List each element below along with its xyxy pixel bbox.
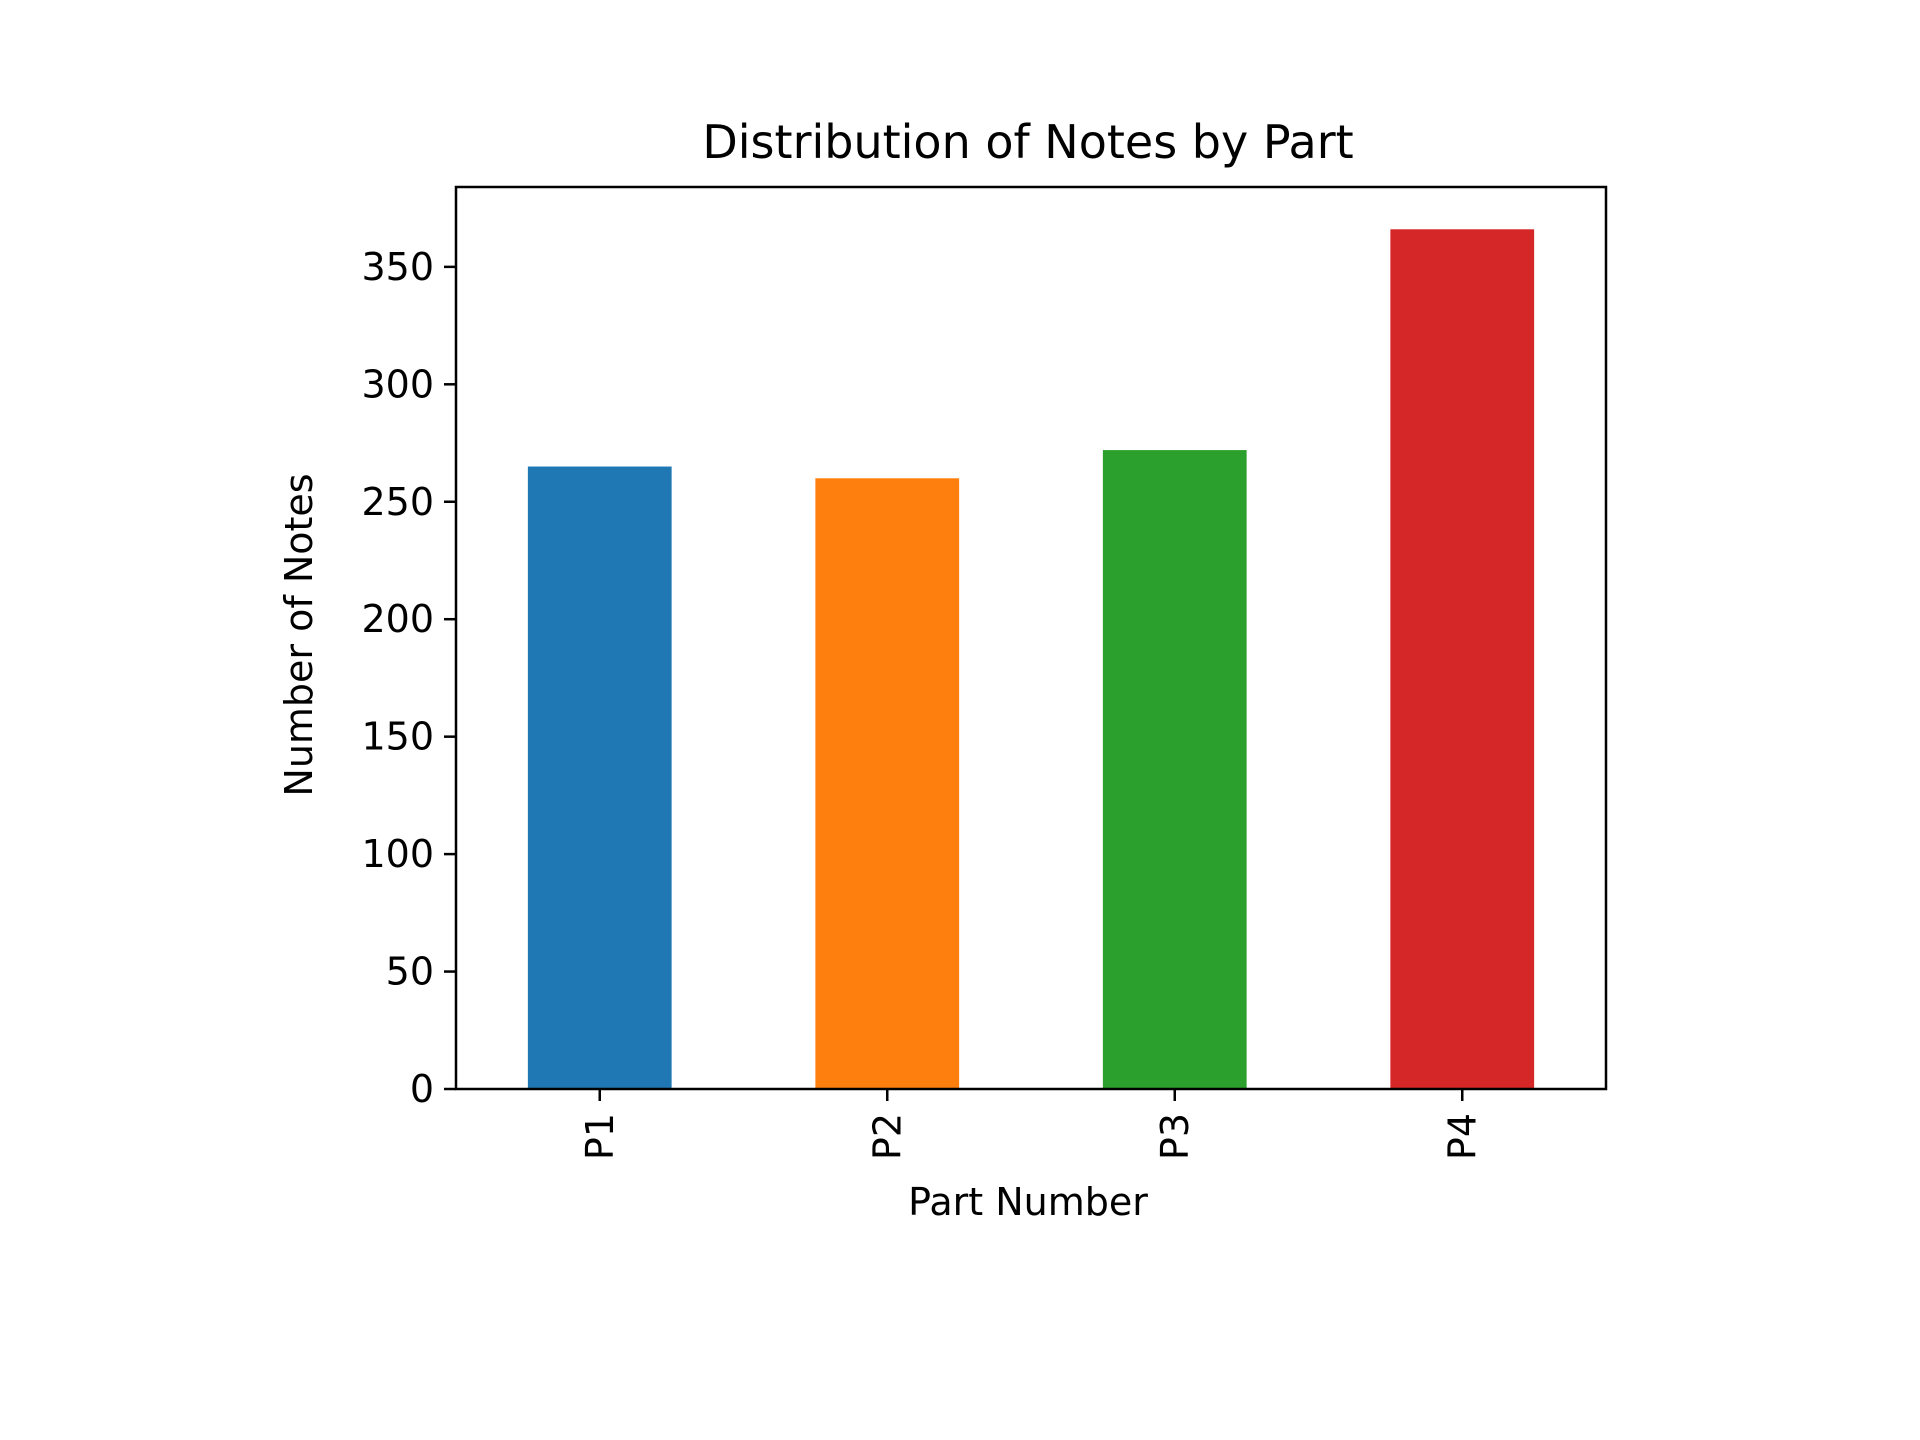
y-tick-label: 350 bbox=[361, 245, 434, 289]
chart-title: Distribution of Notes by Part bbox=[702, 115, 1353, 169]
bar-p2 bbox=[815, 478, 960, 1089]
bar-p3 bbox=[1102, 450, 1247, 1089]
x-tick-label-p1: P1 bbox=[578, 1113, 622, 1160]
x-tick-label-p4: P4 bbox=[1440, 1113, 1484, 1160]
x-tick-label-p2: P2 bbox=[865, 1113, 909, 1160]
y-tick-label: 250 bbox=[361, 480, 434, 524]
y-tick-label: 150 bbox=[361, 715, 434, 759]
x-tick-label-p3: P3 bbox=[1153, 1113, 1197, 1160]
x-axis-ticks: P1 P2 P3 P4 bbox=[578, 1089, 1484, 1160]
bar-p4 bbox=[1390, 229, 1535, 1089]
x-axis-label: Part Number bbox=[908, 1180, 1148, 1224]
plot-frame bbox=[454, 185, 1608, 1091]
y-tick-label: 0 bbox=[410, 1067, 434, 1111]
y-tick-label: 50 bbox=[386, 950, 434, 994]
y-axis-ticks: 0 50 100 150 200 250 300 350 bbox=[361, 245, 456, 1111]
y-tick-label: 100 bbox=[361, 832, 434, 876]
bars-layer bbox=[527, 229, 1535, 1090]
y-tick-label: 200 bbox=[361, 597, 434, 641]
y-axis-label: Number of Notes bbox=[277, 473, 321, 796]
y-tick-label: 300 bbox=[361, 362, 434, 406]
bar-p1 bbox=[527, 466, 672, 1090]
